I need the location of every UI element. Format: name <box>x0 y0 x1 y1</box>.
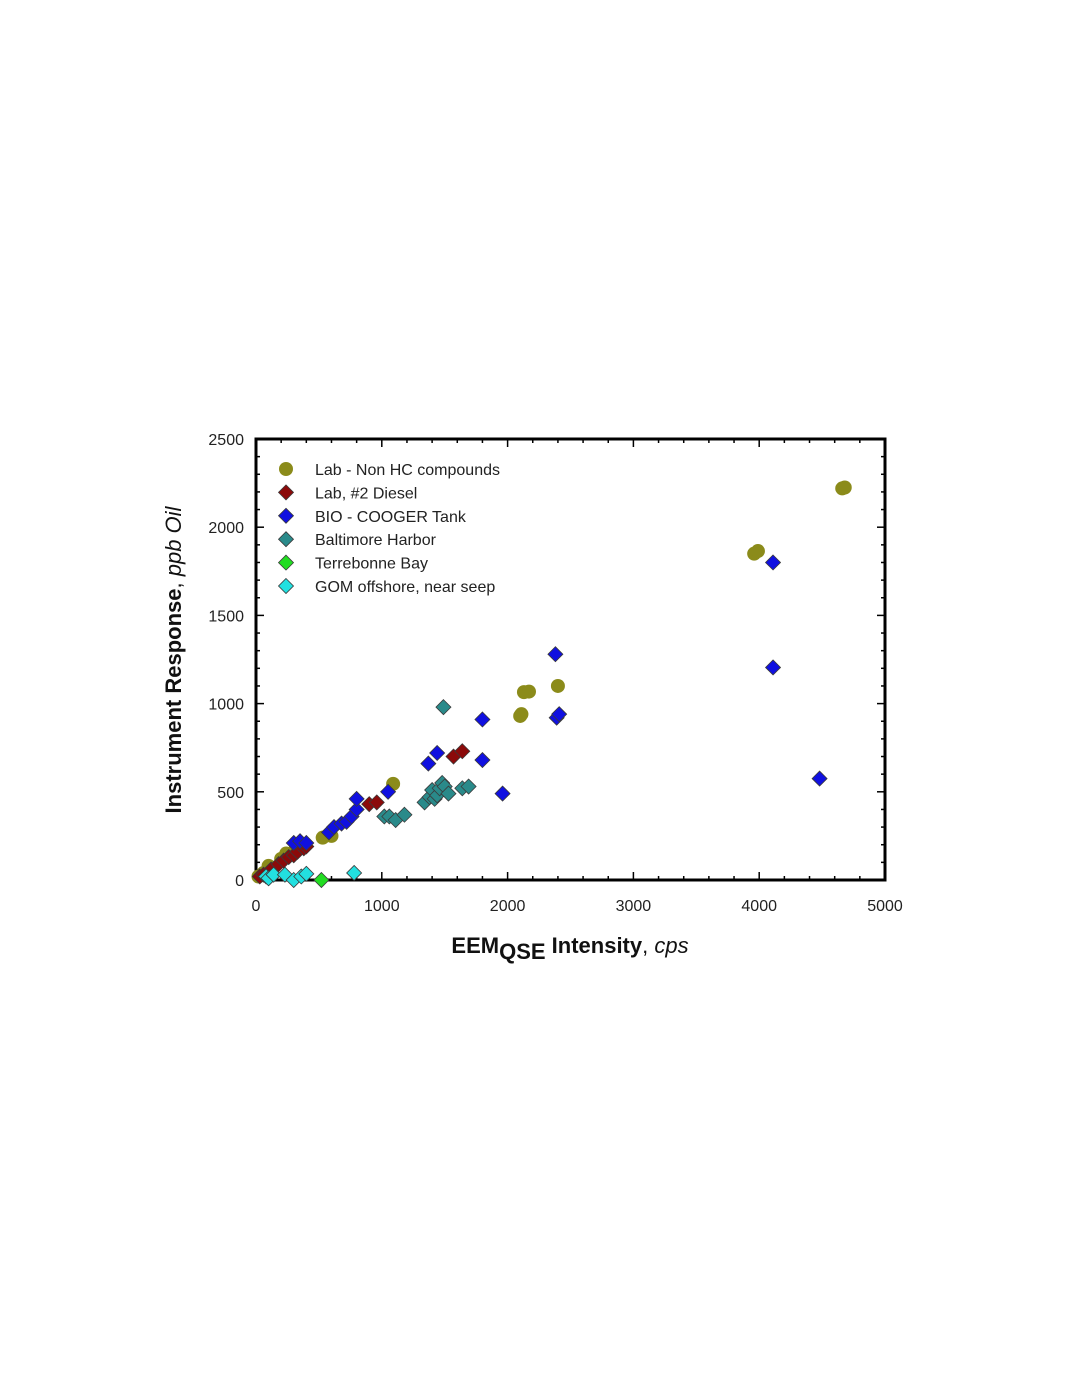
x-tick-label: 0 <box>252 898 261 915</box>
data-point-bio-cooger-tank <box>348 801 365 818</box>
data-point-bio-cooger-tank <box>474 751 491 769</box>
legend-marker <box>277 507 295 524</box>
data-point-baltimore-harbor <box>440 785 457 802</box>
data-point-baltimore-harbor <box>460 778 477 795</box>
axis-ticks: 0 1000 2000 3000 4000 5000 0 500 1000 1500 2000 250… <box>208 432 902 915</box>
data-point-lab-2-diesel <box>368 794 385 811</box>
data-point-bio-cooger-tank <box>551 706 568 723</box>
data-point-lab-non-hc-compounds <box>837 480 852 495</box>
y-tick-label: 2000 <box>208 520 244 537</box>
data-point-bio-cooger-tank <box>348 790 365 807</box>
x-tick-label: 5000 <box>867 898 903 915</box>
data-point-bio-cooger-tank <box>420 755 437 772</box>
data-point-lab-non-hc-compounds <box>550 678 565 693</box>
data-point-bio-cooger-tank <box>764 659 782 676</box>
data-point-bio-cooger-tank <box>547 646 564 663</box>
data-point-bio-cooger-tank <box>429 744 446 762</box>
y-tick-label: 2500 <box>208 432 244 449</box>
data-point-bio-cooger-tank <box>298 834 315 852</box>
data-point-baltimore-harbor <box>396 806 413 823</box>
data-point-lab-2-diesel <box>454 743 471 760</box>
y-tick-label: 0 <box>235 873 244 890</box>
data-point-gom-offshore-near-seep <box>298 865 315 882</box>
data-point-baltimore-harbor <box>435 699 452 716</box>
data-point-lab-non-hc-compounds <box>514 707 529 722</box>
data-point-bio-cooger-tank <box>811 770 828 787</box>
x-tick-label: 3000 <box>616 898 652 915</box>
legend-label: Lab, #2 Diesel <box>315 485 417 502</box>
data-point-lab-non-hc-compounds <box>521 684 536 699</box>
data-point-bio-cooger-tank <box>474 711 491 728</box>
data-point-lab-non-hc-compounds <box>750 544 765 559</box>
data-points <box>251 480 852 889</box>
y-tick-label: 1000 <box>208 697 244 714</box>
data-point-bio-cooger-tank <box>764 554 782 571</box>
legend-marker <box>277 484 295 501</box>
legend-label: BIO - COOGER Tank <box>315 509 467 526</box>
legend-marker <box>277 531 295 548</box>
legend-marker <box>277 577 295 595</box>
legend-label: GOM offshore, near seep <box>315 579 495 596</box>
legend-label: Baltimore Harbor <box>315 532 437 549</box>
data-point-gom-offshore-near-seep <box>346 864 363 882</box>
x-tick-label: 4000 <box>741 898 777 915</box>
legend-label: Lab - Non HC compounds <box>315 462 500 479</box>
x-tick-label: 1000 <box>364 898 400 915</box>
y-axis-title: Instrument Response, ppb Oil <box>161 505 186 813</box>
y-tick-label: 500 <box>217 785 244 802</box>
data-point-bio-cooger-tank <box>494 785 511 802</box>
y-tick-label: 1500 <box>208 608 244 625</box>
x-tick-label: 2000 <box>490 898 526 915</box>
legend-marker <box>279 462 293 476</box>
x-axis-title: EEMQSE Intensity, cps <box>451 933 688 964</box>
legend-marker <box>277 554 295 571</box>
data-point-bio-cooger-tank <box>380 783 397 800</box>
data-point-gom-offshore-near-seep <box>265 866 282 883</box>
legend: Lab - Non HC compounds Lab, #2 Diesel BIO … <box>277 462 500 596</box>
legend-label: Terrebonne Bay <box>315 556 428 573</box>
data-point-terrebonne-bay <box>313 871 330 889</box>
